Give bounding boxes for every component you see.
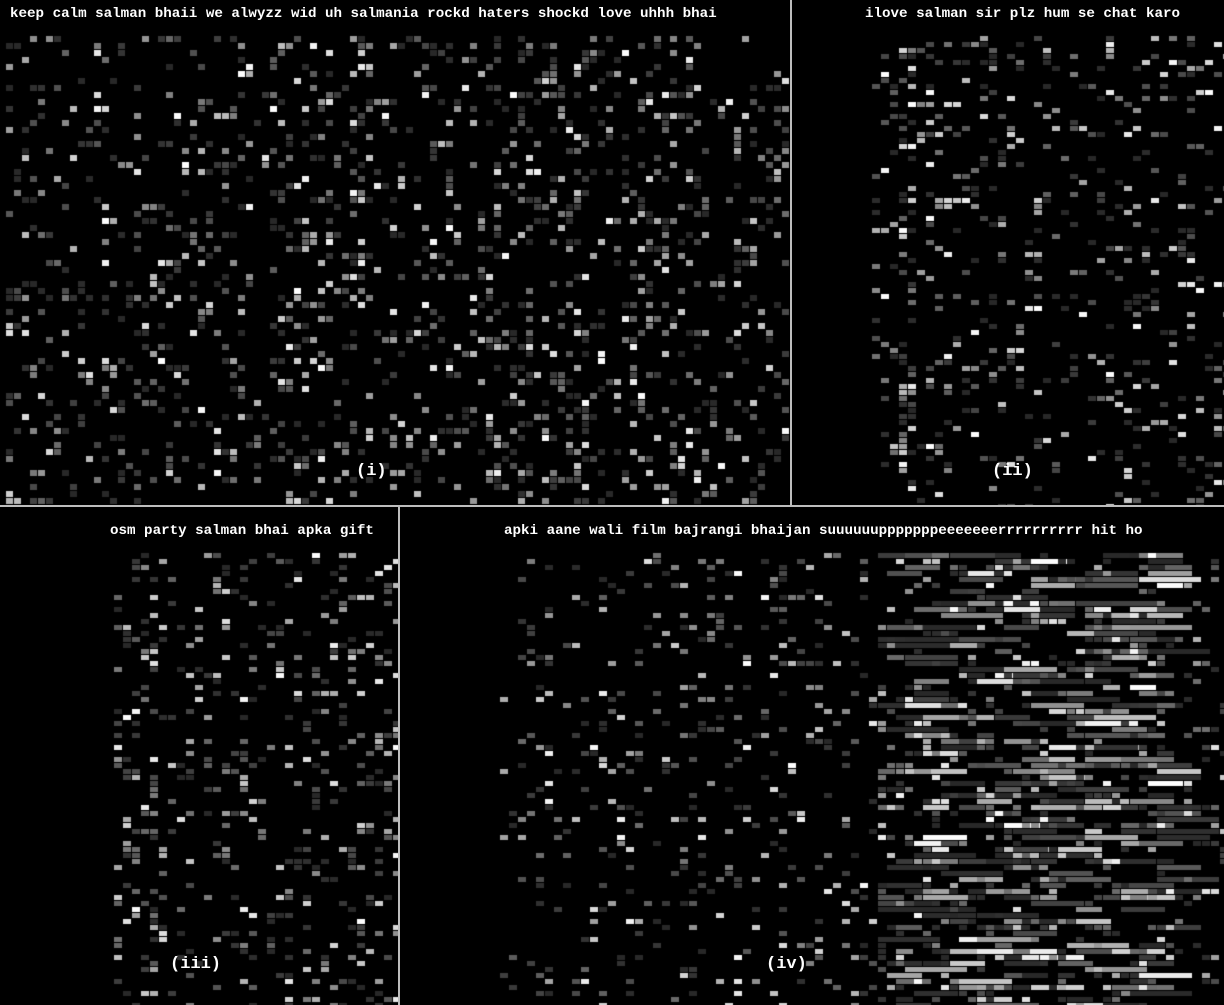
panel-label-i: (i) — [356, 462, 387, 481]
activation-heatmap-iv — [400, 507, 1224, 1005]
activation-heatmap-i — [0, 0, 790, 505]
panel-caption-iii: osm party salman bhai apka gift — [110, 523, 374, 539]
panel-label-ii: (ii) — [992, 462, 1033, 481]
vertical-divider-top — [790, 0, 792, 505]
heatmap-panel-ii: ilove salman sir plz hum se chat karo (i… — [792, 0, 1224, 505]
panel-caption-i: keep calm salman bhaii we alwyzz wid uh … — [10, 6, 717, 22]
panel-label-iii: (iii) — [170, 955, 222, 974]
vertical-divider-bottom — [398, 507, 400, 1005]
activation-heatmap-iii — [0, 507, 398, 1005]
panel-caption-iv: apki aane wali film bajrangi bhaijan suu… — [504, 523, 1143, 539]
panel-label-iv: (iv) — [766, 955, 807, 974]
heatmap-panel-i: keep calm salman bhaii we alwyzz wid uh … — [0, 0, 790, 505]
panel-caption-ii: ilove salman sir plz hum se chat karo — [865, 6, 1181, 22]
heatmap-panel-iv: apki aane wali film bajrangi bhaijan suu… — [400, 507, 1224, 1005]
activation-heatmap-ii — [792, 0, 1224, 505]
horizontal-divider — [0, 505, 1224, 507]
heatmap-panel-iii: osm party salman bhai apka gift (iii) — [0, 507, 398, 1005]
